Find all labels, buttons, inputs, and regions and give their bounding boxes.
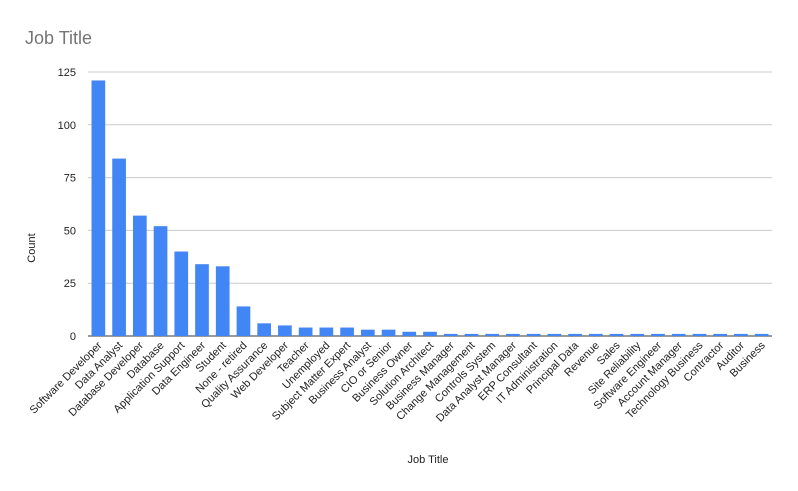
chart-title: Job Title (25, 28, 92, 48)
y-axis-title: Count (26, 233, 38, 262)
bar (630, 333, 645, 336)
bar (257, 323, 272, 336)
bar (671, 333, 686, 336)
bar (609, 333, 624, 336)
bar (485, 333, 500, 336)
x-axis-title: Job Title (408, 454, 449, 466)
bar (506, 333, 520, 336)
bar (464, 333, 479, 336)
bar (651, 333, 665, 336)
bar (360, 329, 375, 336)
y-tick-label: 0 (70, 331, 76, 343)
bar (443, 333, 458, 336)
y-tick-label: 125 (58, 67, 76, 79)
y-tick-label: 50 (64, 225, 76, 237)
bar (153, 226, 168, 336)
bar (195, 264, 209, 336)
bar (381, 329, 396, 336)
bar (174, 251, 189, 336)
bar (713, 333, 728, 336)
y-tick-label: 100 (58, 120, 76, 132)
bar (112, 158, 126, 336)
bar (588, 333, 603, 336)
bar (278, 325, 292, 336)
bar (319, 327, 334, 336)
bar (547, 333, 562, 336)
y-tick-label: 75 (64, 173, 76, 185)
bar (298, 327, 313, 336)
bar (526, 333, 541, 336)
bar (423, 331, 437, 336)
bar (340, 327, 354, 336)
bar (215, 266, 230, 336)
bar (734, 333, 748, 336)
y-tick-label: 25 (64, 278, 76, 290)
bar (236, 306, 251, 336)
bar (91, 80, 106, 336)
bar (402, 331, 417, 336)
bar (132, 215, 147, 336)
bar (692, 333, 707, 336)
bar (568, 333, 582, 336)
bar (754, 333, 769, 336)
